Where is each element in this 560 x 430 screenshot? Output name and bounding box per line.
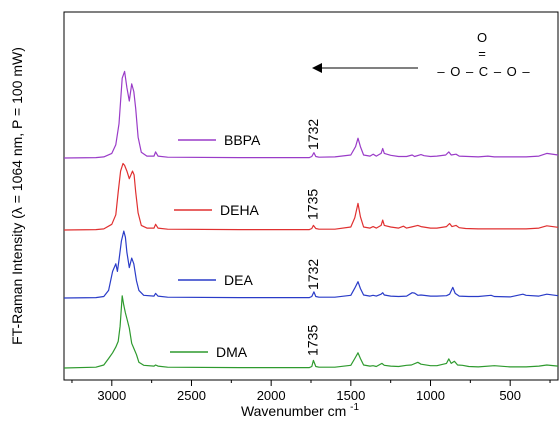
formula-chain-3: C — [479, 64, 489, 79]
legend-label-dea: DEA — [224, 272, 253, 288]
formula-top-o: O — [477, 30, 487, 45]
x-axis-label-main: Wavenumber cm — [241, 403, 346, 419]
peak-annotation-deha: 1735 — [304, 189, 320, 220]
series-line-dma — [63, 295, 559, 369]
legend-label-deha: DEHA — [220, 202, 260, 218]
x-tick-label: 500 — [499, 388, 521, 403]
x-tick-label: 3000 — [97, 388, 126, 403]
series-line-dea — [63, 230, 559, 299]
formula-chain: – O – C – O – — [437, 64, 530, 79]
y-axis-label: FT-Raman Intensity (λ = 1064 nm, P = 100… — [9, 47, 25, 345]
formula-chain-4: – — [494, 64, 502, 79]
formula-chain-6: – — [522, 64, 530, 79]
x-axis-ticks: 3000 2500 2000 1500 1000 500 — [71, 380, 551, 403]
formula-arrow-head — [312, 63, 322, 73]
x-tick-label: 2000 — [257, 388, 286, 403]
peak-annotation-bbpa: 1732 — [305, 119, 321, 150]
legend-layer: BBPA DEHA DEA DMA — [170, 132, 261, 360]
series-layer — [63, 70, 559, 369]
formula-chain-5: O — [507, 64, 518, 79]
x-tick-label: 1500 — [336, 388, 365, 403]
formula-double-bond: = — [478, 46, 486, 61]
legend-label-dma: DMA — [216, 344, 248, 360]
ester-formula: O = – O – C – O – — [312, 30, 530, 79]
formula-chain-1: O — [450, 64, 461, 79]
legend-label-bbpa: BBPA — [224, 132, 261, 148]
x-axis-label-sup: -1 — [350, 402, 359, 413]
x-axis-label: Wavenumber cm -1 — [241, 402, 360, 419]
x-tick-label: 1000 — [416, 388, 445, 403]
peak-annotation-dma: 1735 — [304, 325, 320, 356]
series-line-bbpa — [63, 70, 559, 159]
peak-annotation-dea: 1732 — [305, 259, 321, 290]
formula-chain-2: – — [466, 64, 474, 79]
x-tick-label: 2500 — [177, 388, 206, 403]
series-line-deha — [63, 162, 559, 231]
annotation-layer: 1732 1735 1732 1735 — [304, 119, 320, 356]
formula-chain-0: – — [437, 64, 445, 79]
